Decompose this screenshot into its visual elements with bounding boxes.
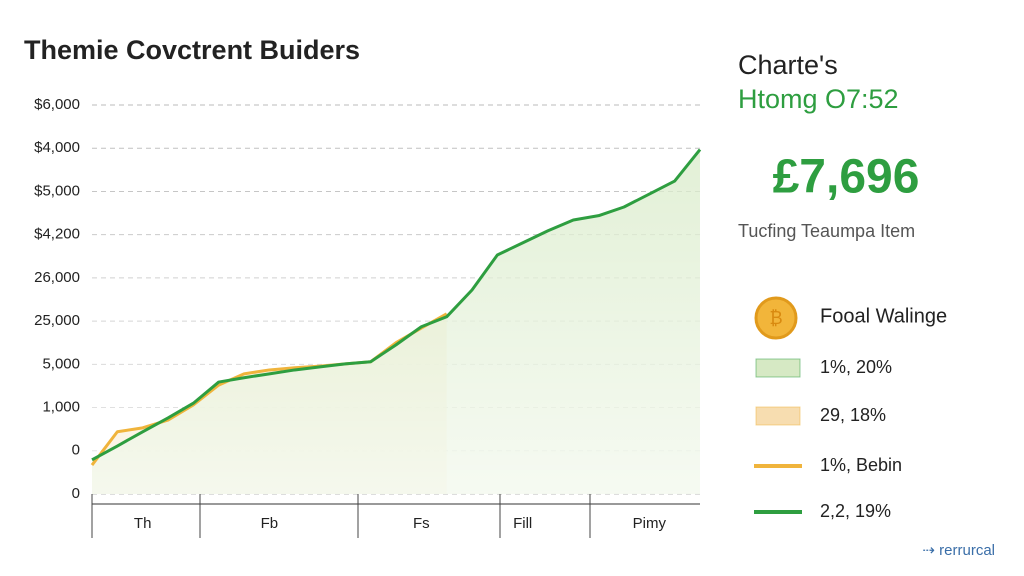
y-tick-label: $4,200 [34,226,80,243]
footer: ⇢ rerrurcal [922,542,995,559]
legend-label: 29, 18% [820,405,886,425]
y-tick-label: 5,000 [42,355,80,372]
y-tick-label: 0 [72,442,80,459]
x-tick-label: Th [134,515,152,532]
y-tick-label: 26,000 [34,269,80,286]
y-tick-label: $5,000 [34,182,80,199]
chart-title: Themie Covctrent Buiders [24,35,360,65]
panel-heading: Charte's [738,50,838,80]
legend-label: 2,2, 19% [820,501,891,521]
legend-swatch [755,406,801,426]
area-fade [92,105,700,494]
y-tick-label: 25,000 [34,312,80,329]
legend-label: 1%, 20% [820,357,892,377]
x-tick-label: Fs [413,515,430,532]
y-tick-label: $4,000 [34,139,80,156]
panel-subheading: Htomg O7:52 [738,84,899,114]
y-tick-label: 1,000 [42,399,80,416]
caption: Tucfing Teaumpa Item [738,221,915,241]
x-tick-label: Pimy [633,515,667,532]
line [91,148,702,462]
amount: £7,696 [773,151,920,204]
legend-title: Foоal Walinge [820,305,947,327]
coin-icon [754,296,798,340]
x-tick-label: Fill [513,515,532,532]
coin-symbol: ₿ [769,308,782,328]
y-tick-label: 0 [72,485,80,502]
y-tick-label: $6,000 [34,96,80,113]
legend-swatch [755,358,801,378]
legend-label: 1%, Bebin [820,455,902,475]
x-tick-label: Fb [261,515,279,532]
